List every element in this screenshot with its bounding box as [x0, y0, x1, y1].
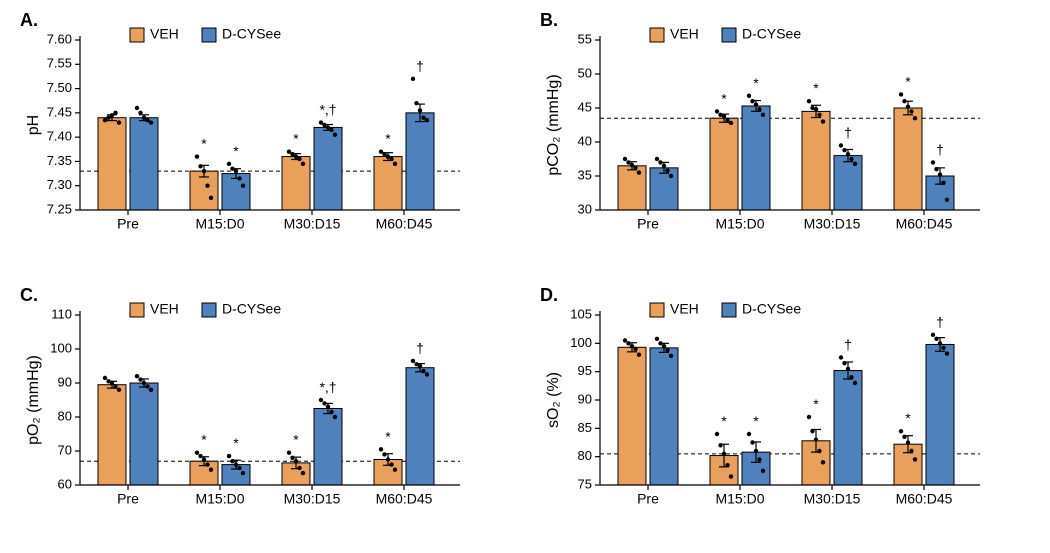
svg-text:*: * — [293, 131, 299, 147]
svg-text:M15:D0: M15:D0 — [715, 490, 764, 506]
svg-text:100: 100 — [50, 340, 72, 355]
svg-text:VEH: VEH — [670, 301, 699, 317]
svg-text:M30:D15: M30:D15 — [284, 215, 341, 231]
svg-text:M60:D45: M60:D45 — [896, 215, 953, 231]
svg-text:D-CYSee: D-CYSee — [222, 301, 281, 317]
chart-d: 75 80 85 90 95 100 105 Pre * * M15:D0 * † M30:D15 * † M6… — [540, 285, 1050, 545]
svg-text:M15:D0: M15:D0 — [715, 215, 764, 231]
svg-text:70: 70 — [58, 442, 72, 457]
svg-text:7.30: 7.30 — [47, 177, 72, 192]
svg-text:*: * — [233, 143, 239, 159]
svg-text:7.55: 7.55 — [47, 56, 72, 71]
svg-text:*: * — [753, 75, 759, 91]
svg-text:*: * — [201, 136, 207, 152]
svg-text:75: 75 — [578, 476, 592, 491]
svg-text:VEH: VEH — [150, 26, 179, 42]
svg-text:D-CYSee: D-CYSee — [742, 26, 801, 42]
svg-text:45: 45 — [578, 99, 592, 114]
svg-text:Pre: Pre — [117, 490, 139, 506]
svg-text:M60:D45: M60:D45 — [896, 490, 953, 506]
svg-text:105: 105 — [570, 306, 592, 321]
svg-text:55: 55 — [578, 31, 592, 46]
svg-text:*: * — [813, 80, 819, 96]
svg-text:90: 90 — [58, 374, 72, 389]
svg-text:†: † — [416, 58, 424, 74]
svg-text:M30:D15: M30:D15 — [284, 490, 341, 506]
svg-text:110: 110 — [51, 306, 72, 321]
svg-text:*,†: *,† — [319, 102, 336, 118]
svg-text:80: 80 — [58, 408, 72, 423]
svg-text:M30:D15: M30:D15 — [804, 490, 861, 506]
svg-text:35: 35 — [578, 167, 592, 182]
svg-text:7.50: 7.50 — [47, 80, 72, 95]
svg-text:40: 40 — [578, 133, 592, 148]
svg-text:*: * — [385, 131, 391, 147]
svg-text:pCO₂ (mmHg): pCO₂ (mmHg) — [545, 74, 562, 175]
svg-text:pO₂ (mmHg): pO₂ (mmHg) — [25, 355, 42, 445]
svg-text:D-CYSee: D-CYSee — [742, 301, 801, 317]
svg-text:M15:D0: M15:D0 — [195, 490, 244, 506]
svg-text:M60:D45: M60:D45 — [376, 215, 433, 231]
svg-text:*: * — [293, 432, 299, 448]
svg-text:60: 60 — [58, 476, 72, 491]
chart-a: 7.25 7.30 7.35 7.40 7.45 7.50 7.55 7.60 Pre * * M15… — [20, 10, 530, 270]
svg-text:*: * — [905, 410, 911, 426]
svg-text:*: * — [721, 413, 727, 429]
svg-text:90: 90 — [578, 391, 592, 406]
chart-b: 30 35 40 45 50 55 Pre * * M15:D0 * † M30:D15 * † M60:D4… — [540, 10, 1050, 270]
svg-text:*: * — [813, 396, 819, 412]
svg-text:†: † — [844, 337, 852, 353]
svg-text:M15:D0: M15:D0 — [195, 215, 244, 231]
svg-text:*,†: *,† — [319, 379, 336, 395]
svg-text:VEH: VEH — [670, 26, 699, 42]
svg-text:Pre: Pre — [637, 490, 659, 506]
svg-text:*: * — [721, 90, 727, 106]
svg-text:95: 95 — [578, 363, 592, 378]
svg-text:†: † — [844, 124, 852, 140]
svg-text:100: 100 — [570, 335, 592, 350]
svg-text:*: * — [201, 432, 207, 448]
svg-text:80: 80 — [578, 448, 592, 463]
svg-text:*: * — [233, 435, 239, 451]
svg-text:M30:D15: M30:D15 — [804, 215, 861, 231]
svg-text:85: 85 — [578, 420, 592, 435]
svg-text:sO₂ (%): sO₂ (%) — [545, 372, 562, 428]
svg-text:*: * — [385, 428, 391, 444]
svg-text:7.35: 7.35 — [47, 153, 72, 168]
svg-text:*: * — [905, 73, 911, 89]
svg-text:*: * — [753, 413, 759, 429]
svg-text:†: † — [416, 340, 424, 356]
svg-text:†: † — [936, 141, 944, 157]
svg-text:Pre: Pre — [637, 215, 659, 231]
svg-text:50: 50 — [578, 65, 592, 80]
chart-c: 60 70 80 90 100 110 Pre * * M15:D0 * *,† M30:D15 * † M6… — [20, 285, 530, 545]
svg-text:VEH: VEH — [150, 301, 179, 317]
svg-text:M60:D45: M60:D45 — [376, 490, 433, 506]
svg-text:7.60: 7.60 — [47, 31, 72, 46]
svg-text:D-CYSee: D-CYSee — [222, 26, 281, 42]
svg-text:7.40: 7.40 — [47, 129, 72, 144]
svg-text:7.25: 7.25 — [47, 201, 72, 216]
svg-text:†: † — [936, 314, 944, 330]
svg-text:30: 30 — [578, 201, 592, 216]
svg-text:pH: pH — [25, 115, 42, 135]
svg-text:7.45: 7.45 — [47, 104, 72, 119]
svg-text:Pre: Pre — [117, 215, 139, 231]
